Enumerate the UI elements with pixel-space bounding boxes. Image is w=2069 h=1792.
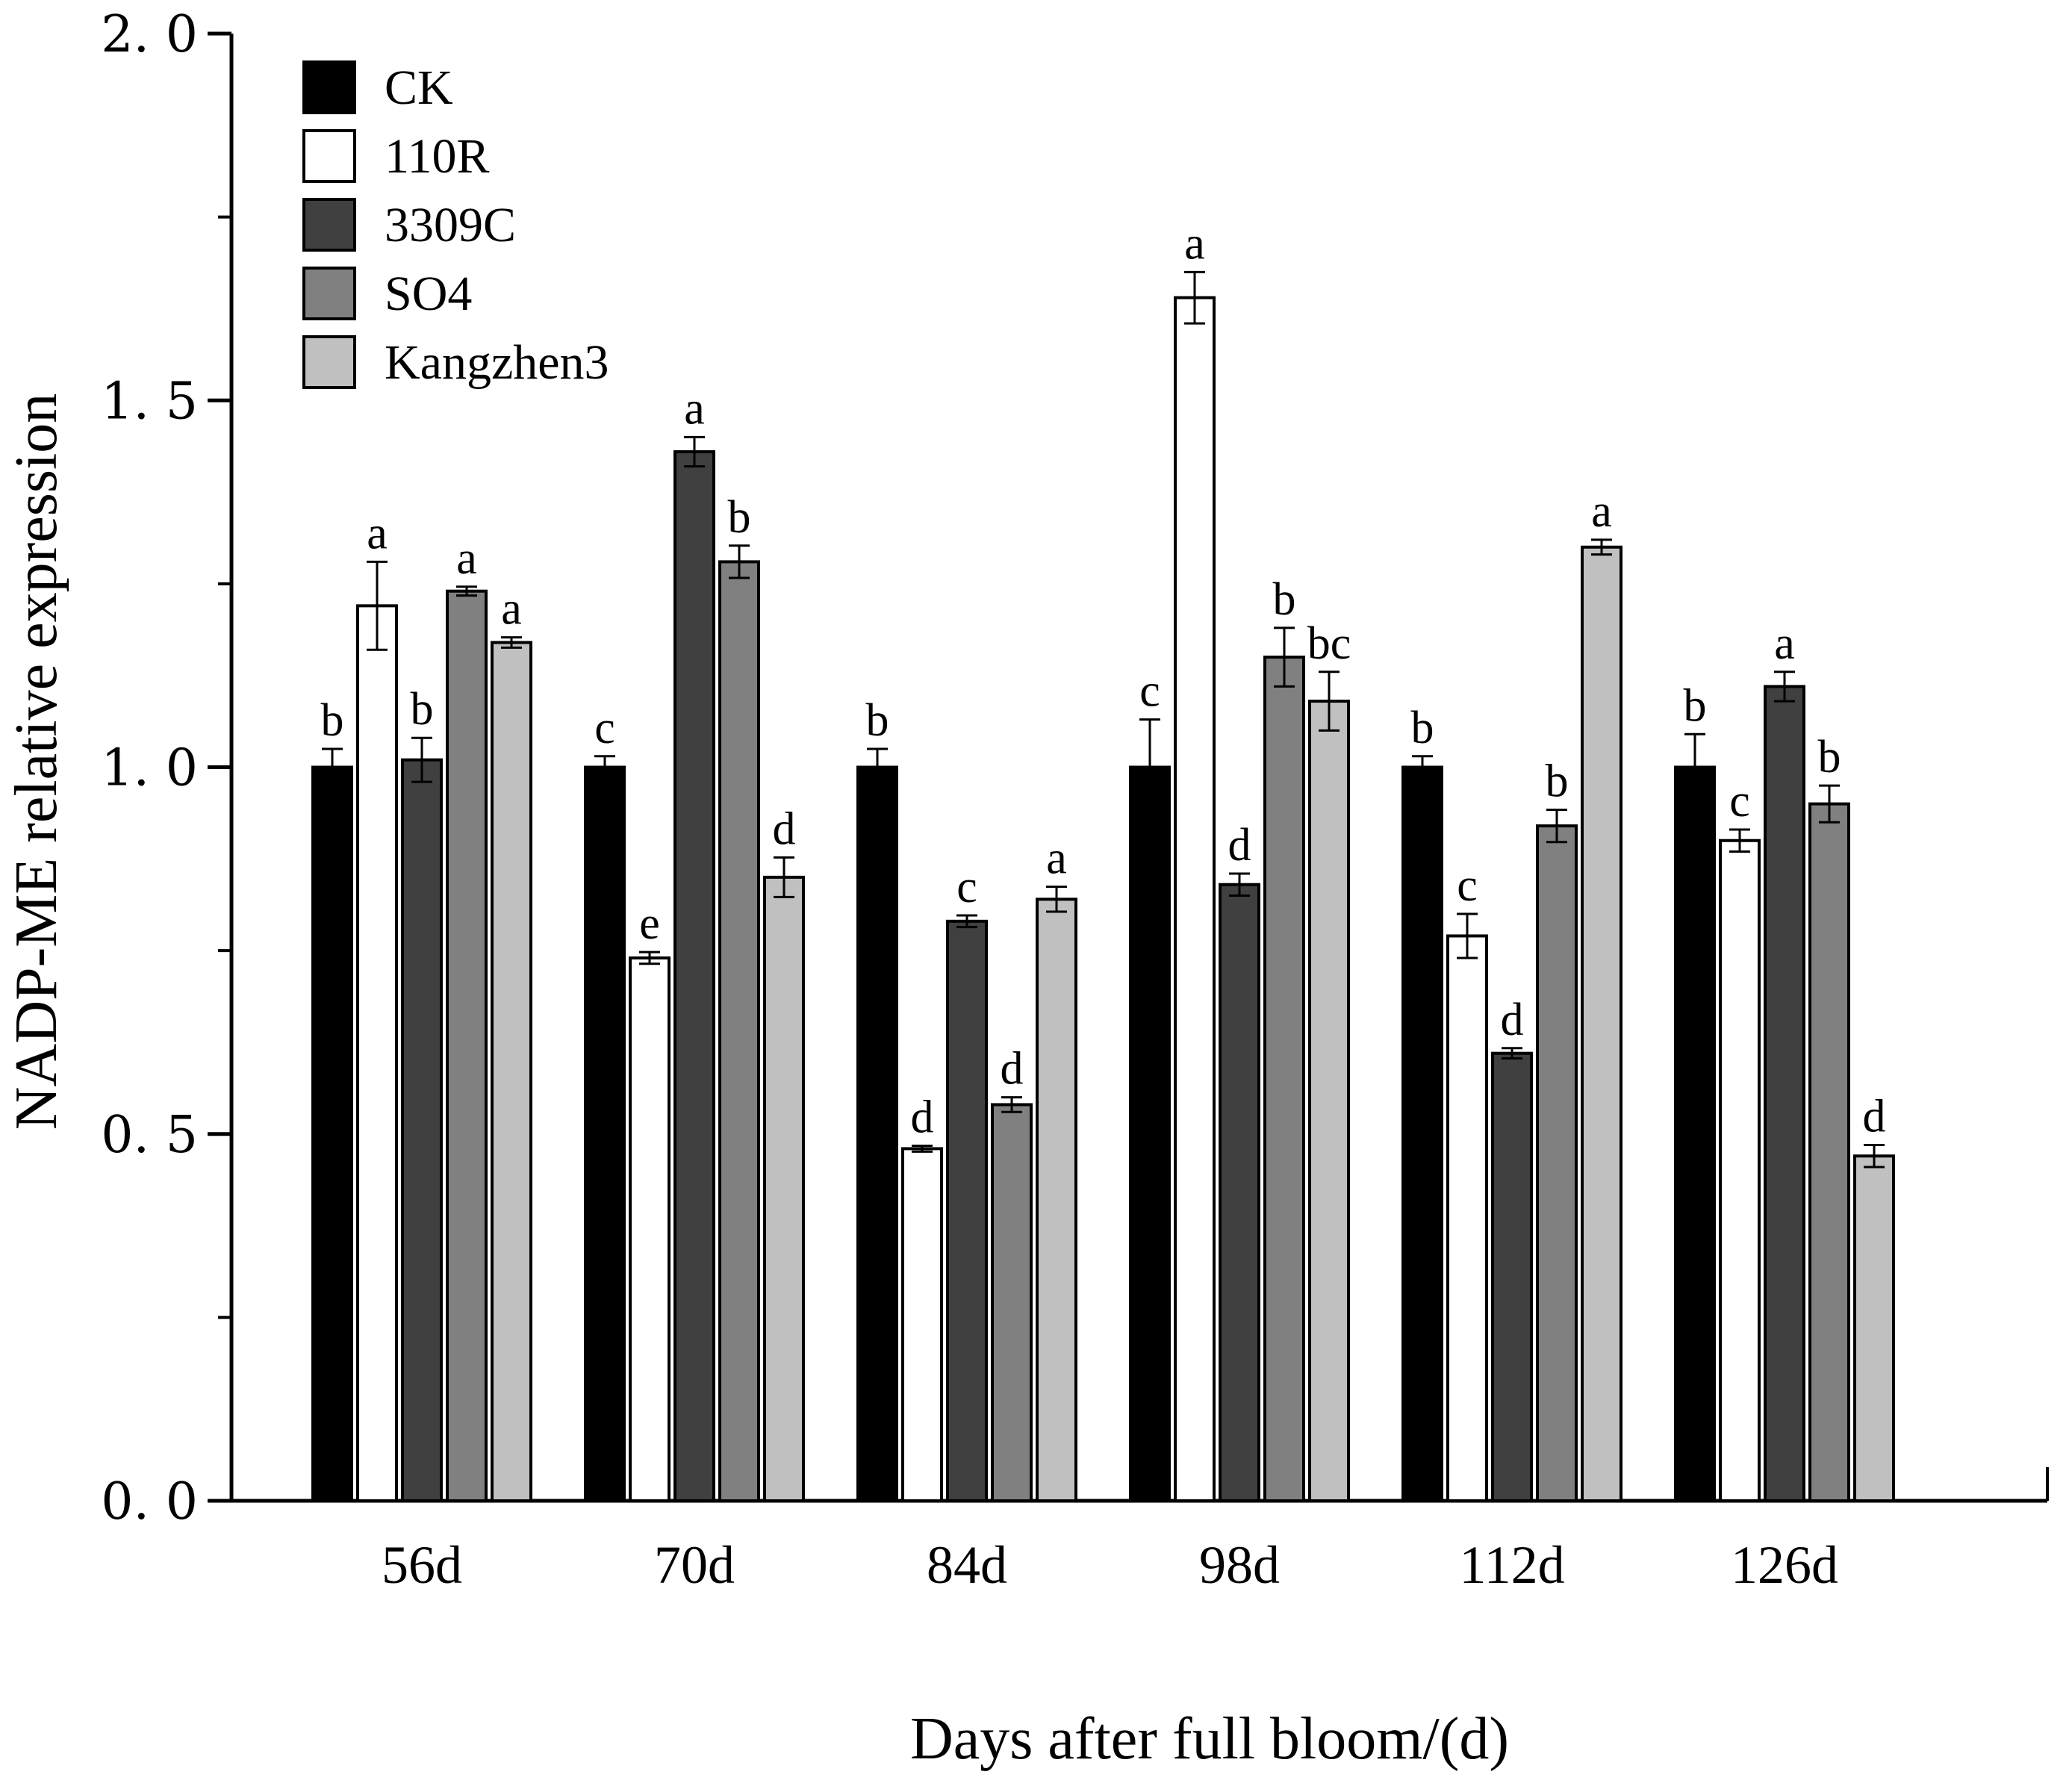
bar-ck bbox=[856, 765, 898, 1502]
legend-swatch bbox=[302, 129, 356, 183]
significance-letter: b bbox=[1411, 703, 1434, 753]
bar-so4 bbox=[1263, 656, 1305, 1502]
x-axis: 56d 70d 84d 98d 112d 126d bbox=[230, 1467, 2049, 1595]
y-axis-title: NADP-ME relative expression bbox=[4, 393, 69, 1130]
significance-letter: a bbox=[1184, 218, 1205, 269]
significance-letter: d bbox=[773, 803, 796, 854]
significance-letter: a bbox=[456, 533, 477, 584]
significance-letter: a bbox=[1046, 833, 1067, 884]
significance-letter: b bbox=[1684, 680, 1707, 731]
bar-3309c bbox=[401, 758, 443, 1502]
significance-letter: a bbox=[501, 584, 522, 635]
bar-so4 bbox=[1536, 824, 1578, 1502]
bar-so4 bbox=[718, 560, 760, 1502]
significance-letter: d bbox=[1501, 995, 1524, 1045]
bar-3309c bbox=[673, 450, 715, 1502]
x-tick-label: 84d bbox=[927, 1535, 1007, 1595]
significance-letter: b bbox=[1546, 756, 1569, 806]
significance-letter: c bbox=[1457, 860, 1478, 911]
bar-so4 bbox=[991, 1103, 1033, 1502]
x-tick-label: 112d bbox=[1459, 1535, 1564, 1595]
y-tick-label: 1. 5 bbox=[101, 372, 198, 431]
significance-letter: a bbox=[1591, 486, 1612, 537]
bar-kangzhen3 bbox=[1036, 897, 1077, 1502]
significance-letter: b bbox=[1273, 574, 1296, 625]
error-bars bbox=[322, 270, 1885, 1169]
bar-110r bbox=[901, 1147, 943, 1503]
bar-kangzhen3 bbox=[763, 875, 805, 1502]
x-tick-label: 56d bbox=[382, 1535, 462, 1595]
bar-so4 bbox=[1808, 802, 1850, 1502]
bar-110r bbox=[1446, 934, 1488, 1502]
significance-letter: b bbox=[866, 695, 889, 746]
significance-letter: c bbox=[1139, 666, 1160, 717]
y-tick-label: 2. 0 bbox=[101, 5, 198, 64]
x-tick-label: 126d bbox=[1731, 1535, 1838, 1595]
legend-label: CK bbox=[385, 60, 453, 115]
y-axis: 0. 0 0. 5 1. 0 1. 5 2. 0 bbox=[101, 5, 234, 1531]
bar-kangzhen3 bbox=[1308, 700, 1350, 1503]
bar-110r bbox=[1719, 839, 1761, 1502]
legend-label: SO4 bbox=[385, 267, 472, 321]
bar-3309c bbox=[1491, 1051, 1533, 1503]
bar-ck bbox=[311, 765, 353, 1502]
bar-kangzhen3 bbox=[491, 641, 532, 1502]
significance-letter: b bbox=[728, 492, 751, 543]
bars bbox=[311, 296, 1895, 1503]
significance-letter: d bbox=[1863, 1091, 1886, 1142]
significance-letter: d bbox=[911, 1092, 934, 1142]
significance-letter: b bbox=[321, 695, 344, 746]
significance-letter: c bbox=[1729, 776, 1750, 827]
bar-ck bbox=[1674, 765, 1716, 1502]
significance-letter: d bbox=[1001, 1044, 1024, 1095]
significance-letter: d bbox=[1228, 820, 1251, 871]
x-tick-label: 70d bbox=[654, 1535, 735, 1595]
significance-letter: bc bbox=[1307, 618, 1351, 669]
bar-kangzhen3 bbox=[1581, 545, 1622, 1502]
bar-so4 bbox=[446, 589, 488, 1503]
bar-kangzhen3 bbox=[1853, 1154, 1895, 1502]
bar-ck bbox=[1129, 765, 1171, 1502]
x-axis-title: Days after full bloom/(d) bbox=[910, 1706, 1509, 1772]
legend-swatch bbox=[302, 335, 356, 389]
legend-label: 3309C bbox=[385, 198, 516, 252]
bar-ck bbox=[584, 765, 626, 1502]
bar-3309c bbox=[1219, 883, 1260, 1502]
significance-letter: a bbox=[1774, 618, 1795, 669]
legend: CK 110R 3309C SO4 Kangzhen3 bbox=[302, 60, 609, 390]
significance-letter: b bbox=[411, 684, 434, 735]
significance-letter: a bbox=[684, 383, 705, 434]
significance-letter: a bbox=[367, 508, 388, 559]
y-tick-label: 0. 5 bbox=[101, 1106, 198, 1165]
significance-letter: c bbox=[956, 862, 977, 912]
bar-110r bbox=[629, 956, 671, 1502]
legend-swatch bbox=[302, 60, 356, 114]
bar-3309c bbox=[1764, 685, 1805, 1502]
legend-label: Kangzhen3 bbox=[385, 335, 609, 390]
significance-letter: c bbox=[594, 703, 615, 753]
bar-3309c bbox=[946, 919, 988, 1502]
bar-110r bbox=[1174, 296, 1216, 1503]
x-tick-label: 98d bbox=[1199, 1535, 1280, 1595]
legend-swatch bbox=[302, 198, 356, 252]
significance-letter: e bbox=[639, 898, 660, 949]
bar-110r bbox=[356, 604, 398, 1502]
legend-label: 110R bbox=[385, 129, 490, 184]
legend-swatch bbox=[302, 267, 356, 320]
y-tick-label: 0. 0 bbox=[101, 1472, 198, 1531]
bar-ck bbox=[1401, 765, 1443, 1502]
significance-letter: b bbox=[1818, 732, 1841, 783]
y-tick-label: 1. 0 bbox=[101, 739, 198, 798]
